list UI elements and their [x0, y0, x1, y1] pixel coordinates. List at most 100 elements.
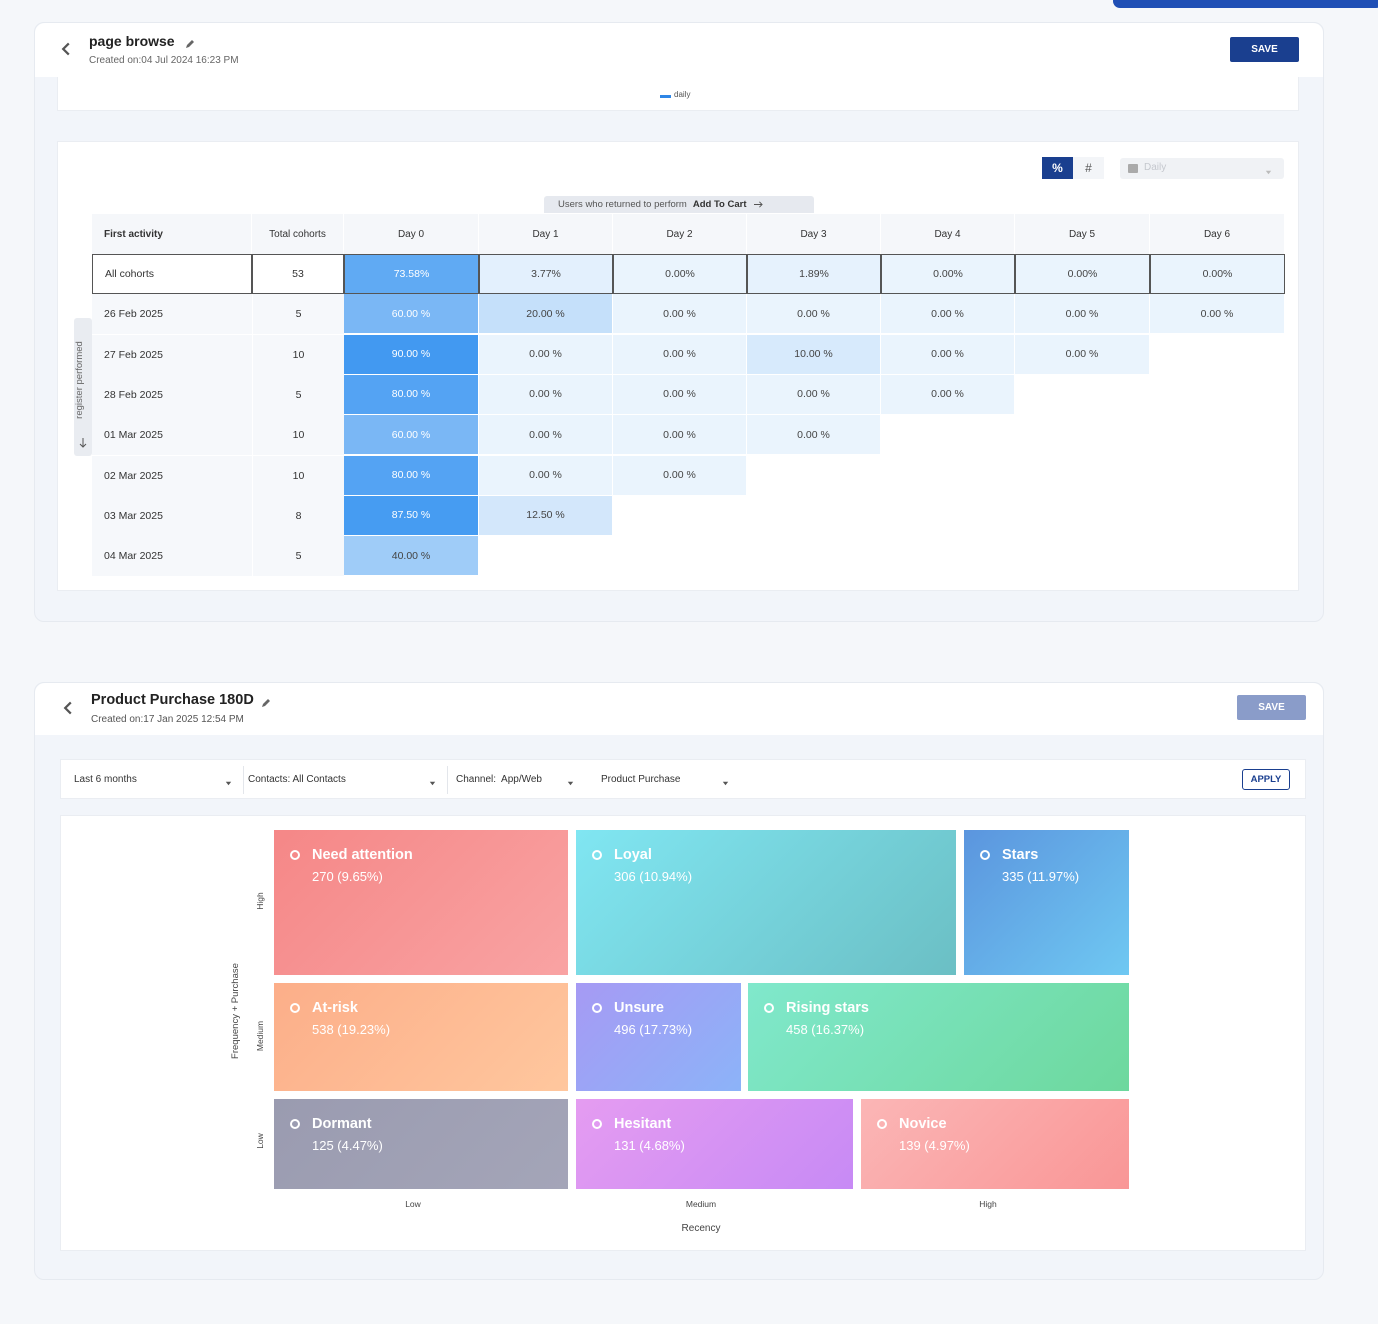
retention-cell: 20.00 % — [479, 294, 613, 335]
edit-icon-svg — [186, 40, 194, 48]
segment-icon — [980, 850, 990, 860]
segment[interactable]: At-risk 538 (19.23%) — [274, 983, 568, 1091]
segment[interactable]: Novice 139 (4.97%) — [861, 1099, 1129, 1189]
retention-cell: 0.00 % — [747, 374, 881, 415]
filter-dropdown[interactable]: Channel: App/Web — [456, 766, 586, 794]
x-level-label: Low — [405, 1199, 421, 1209]
segment-value: 335 (11.97%) — [1002, 869, 1080, 884]
panel: page browse Created on:04 Jul 2024 16:23 … — [34, 22, 1324, 622]
back-button[interactable] — [59, 40, 73, 58]
back-button[interactable] — [61, 699, 75, 717]
retention-cell: 0.00% — [881, 254, 1015, 294]
segment-icon — [592, 1119, 602, 1129]
retention-cell: 0.00 % — [881, 334, 1015, 375]
filter-caret-svg — [225, 781, 232, 786]
segment-value: 306 (10.94%) — [614, 869, 693, 884]
segment[interactable]: Unsure 496 (17.73%) — [576, 983, 741, 1091]
side-label: register performed — [74, 318, 92, 456]
filter-dropdown[interactable]: Product Purchase — [601, 766, 741, 794]
cohort-label: 26 Feb 2025 — [92, 294, 252, 335]
filter-label: Channel: App/Web — [456, 774, 542, 785]
panel-title: page browse — [89, 33, 175, 49]
segment[interactable]: Need attention 270 (9.65%) — [274, 830, 568, 975]
segment[interactable]: Dormant 125 (4.47%) — [274, 1099, 568, 1189]
edit-icon-svg — [262, 699, 270, 707]
y-level-label: Low — [255, 1133, 265, 1149]
calendar-icon — [1128, 164, 1138, 173]
retention-cell: 0.00 % — [1150, 294, 1285, 335]
segment-value: 270 (9.65%) — [312, 869, 383, 884]
back-button-svg — [61, 42, 70, 56]
retention-cell: 0.00% — [1015, 254, 1150, 294]
banner-arrow-svg — [753, 201, 763, 208]
panel-title: Product Purchase 180D — [91, 692, 254, 708]
frequency-dropdown[interactable]: Daily — [1120, 158, 1284, 179]
x-level-label: Medium — [685, 1199, 717, 1209]
return-banner: Users who returned to perform Add To Cart — [544, 196, 814, 213]
dropdown-caret — [1264, 164, 1273, 175]
filter-dropdown[interactable]: Contacts: All Contacts — [248, 766, 448, 794]
segment-icon — [290, 850, 300, 860]
retention-cell: 1.89% — [747, 254, 881, 294]
cohort-size: 5 — [252, 536, 344, 577]
filter-caret — [566, 775, 575, 786]
segment-name: Hesitant — [614, 1116, 672, 1132]
retention-cell: 0.00 % — [479, 415, 613, 456]
segment[interactable]: Hesitant 131 (4.68%) — [576, 1099, 853, 1189]
filter-bar: Last 6 months Contacts: All Contacts Chann… — [60, 759, 1306, 799]
column-header: Day 3 — [747, 214, 881, 254]
retention-cell: 0.00 % — [613, 415, 747, 456]
retention-cell: 60.00 % — [344, 415, 479, 456]
edit-icon — [185, 36, 195, 48]
column-header: First activity — [92, 214, 252, 254]
filter-label: Contacts: All Contacts — [248, 774, 346, 785]
filter-label: Last 6 months — [74, 774, 137, 785]
retention-cell: 0.00 % — [881, 374, 1015, 415]
segment-icon — [877, 1119, 887, 1129]
count-toggle[interactable]: # — [1073, 157, 1104, 179]
segment-icon — [592, 1003, 602, 1013]
cohort-size: 10 — [252, 415, 344, 456]
cohort-label: 01 Mar 2025 — [92, 415, 252, 456]
save-button[interactable]: SAVE — [1230, 37, 1299, 62]
retention-cell: 3.77% — [479, 254, 613, 294]
segment-value: 125 (4.47%) — [312, 1138, 383, 1153]
filter-dropdown[interactable]: Last 6 months — [74, 766, 244, 794]
segment-name: Novice — [899, 1116, 947, 1132]
retention-cell: 0.00 % — [479, 334, 613, 375]
save-button[interactable]: SAVE — [1237, 695, 1306, 720]
cohort-size: 5 — [252, 294, 344, 335]
cohort-label: 04 Mar 2025 — [92, 536, 252, 577]
segment-icon — [290, 1119, 300, 1129]
side-arrow — [78, 435, 88, 448]
retention-cell: 0.00 % — [479, 455, 613, 496]
edit-icon — [261, 695, 271, 707]
retention-cell: 0.00 % — [747, 294, 881, 335]
filter-caret — [721, 775, 730, 786]
filter-caret — [224, 775, 233, 786]
segment[interactable]: Rising stars 458 (16.37%) — [748, 983, 1129, 1091]
y-level-label: Medium — [255, 1020, 265, 1052]
filter-caret-svg — [722, 781, 729, 786]
segment-value: 458 (16.37%) — [786, 1022, 865, 1037]
retention-cell: 73.58% — [344, 254, 479, 294]
retention-cell: 0.00 % — [747, 415, 881, 456]
chart-card: daily — [57, 77, 1299, 111]
cohort-label: All cohorts — [92, 254, 252, 294]
segment[interactable]: Loyal 306 (10.94%) — [576, 830, 956, 975]
filter-caret-svg — [429, 781, 436, 786]
column-header: Day 1 — [479, 214, 613, 254]
segment-name: Unsure — [614, 1000, 664, 1016]
segment-name: Need attention — [312, 847, 413, 863]
retention-cell: 60.00 % — [344, 294, 479, 335]
apply-button[interactable]: APPLY — [1242, 769, 1290, 790]
segment-name: Stars — [1002, 847, 1039, 863]
cohort-size: 10 — [252, 334, 344, 375]
segment-value: 496 (17.73%) — [614, 1022, 693, 1037]
banner-arrow — [753, 200, 764, 209]
retention-cell: 0.00 % — [613, 455, 747, 496]
segment[interactable]: Stars 335 (11.97%) — [964, 830, 1129, 975]
percent-toggle[interactable]: % — [1042, 157, 1073, 179]
column-header: Day 6 — [1150, 214, 1285, 254]
x-axis-title: Recency — [681, 1223, 721, 1234]
